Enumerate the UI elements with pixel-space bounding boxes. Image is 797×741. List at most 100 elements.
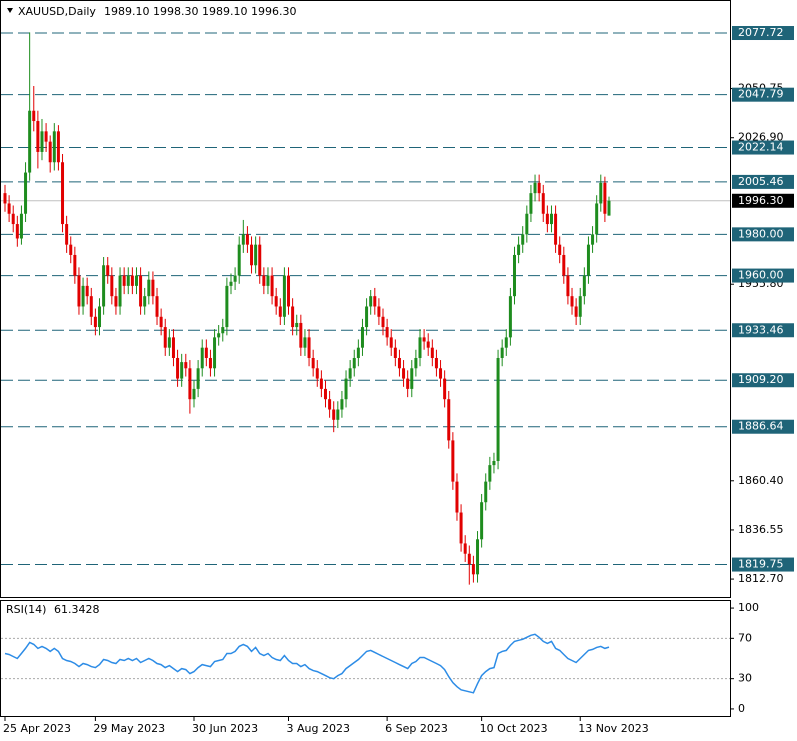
level-label: 1886.64: [738, 420, 784, 433]
candle-body: [500, 347, 504, 358]
candle-body: [262, 275, 266, 286]
candle-body: [89, 296, 93, 317]
candle-body: [208, 357, 212, 369]
candle-body: [603, 182, 607, 214]
candle-body: [299, 322, 303, 348]
candle-body: [106, 265, 110, 276]
candle-body: [607, 200, 611, 216]
menu-arrow: [7, 8, 13, 13]
candle-body: [15, 224, 19, 239]
candle-body: [258, 244, 262, 276]
candle-body: [385, 327, 389, 338]
candle-body: [484, 481, 488, 503]
candle-body: [36, 121, 40, 152]
candle-body: [61, 162, 65, 225]
candle-body: [574, 306, 578, 317]
candle-body: [397, 357, 401, 369]
candle-body: [266, 275, 270, 286]
candle-body: [250, 244, 254, 266]
x-tick-label: 29 May 2023: [93, 722, 165, 735]
candle-body: [439, 368, 443, 379]
candle-body: [65, 224, 69, 245]
candle-body: [492, 461, 496, 466]
candle-body: [81, 285, 85, 307]
candle-body: [599, 182, 603, 204]
rsi-title: RSI(14): [6, 603, 46, 616]
x-tick-label: 25 Apr 2023: [3, 722, 71, 735]
rsi-frame: [0, 600, 731, 717]
candle-body: [188, 368, 192, 400]
candle-body: [307, 337, 311, 358]
level-label: 1980.00: [738, 227, 784, 240]
level-label: 2022.14: [738, 141, 784, 154]
candle-body: [426, 341, 430, 348]
candle-body: [217, 333, 221, 338]
candle-body: [418, 337, 422, 358]
candle-body: [393, 347, 397, 358]
candle-body: [496, 357, 500, 462]
candle-body: [139, 275, 143, 307]
candle-body: [134, 275, 138, 286]
candle-body: [291, 306, 295, 328]
candle-body: [7, 203, 11, 214]
y-tick-label: 1836.55: [738, 523, 784, 536]
candle-body: [504, 337, 508, 348]
candle-body: [311, 357, 315, 369]
candle-body: [348, 368, 352, 379]
candle-body: [328, 399, 332, 410]
candle-body: [282, 275, 286, 317]
candle-body: [591, 234, 595, 245]
candle-body: [459, 512, 463, 544]
candle-body: [356, 347, 360, 358]
candle-body: [200, 347, 204, 369]
candle-body: [155, 296, 159, 317]
candle-body: [143, 296, 147, 307]
candle-body: [48, 141, 52, 163]
candle-body: [32, 110, 36, 122]
candle-body: [278, 306, 282, 317]
candle-body: [130, 275, 134, 286]
candle-body: [512, 254, 516, 297]
candle-body: [406, 378, 410, 389]
candle-body: [381, 316, 385, 328]
candle-body: [171, 337, 175, 358]
candle-body: [443, 378, 447, 400]
candle-body: [402, 368, 406, 379]
candle-body: [578, 296, 582, 317]
candle-body: [303, 337, 307, 348]
candle-body: [537, 182, 541, 194]
candle-body: [73, 254, 77, 276]
candle-body: [554, 213, 558, 245]
candle-body: [270, 275, 274, 297]
candle-body: [126, 275, 130, 286]
candle-body: [369, 296, 373, 307]
level-label-box: [732, 373, 794, 388]
rsi-y-tick-label: 70: [738, 631, 752, 644]
candle-body: [582, 275, 586, 297]
candle-body: [344, 378, 348, 400]
candle-body: [204, 347, 208, 358]
level-label-box: [732, 268, 794, 283]
candle-body: [40, 131, 44, 152]
candle-body: [3, 193, 7, 204]
candle-body: [488, 465, 492, 482]
candle-body: [85, 285, 89, 297]
candle-body: [422, 337, 426, 342]
candle-body: [463, 543, 467, 554]
candle-body: [52, 131, 56, 163]
candle-body: [586, 244, 590, 276]
candle-body: [447, 399, 451, 441]
header-ohlc: 1989.10 1998.30 1989.10 1996.30: [104, 5, 296, 18]
candle-body: [377, 306, 381, 317]
candle-body: [28, 110, 32, 173]
x-tick-label: 6 Sep 2023: [385, 722, 448, 735]
candle-body: [237, 244, 241, 276]
y-tick-label: 1812.70: [738, 572, 784, 585]
candle-body: [19, 213, 23, 239]
candle-body: [56, 131, 60, 163]
candle-body: [77, 275, 81, 307]
level-label: 1933.46: [738, 323, 784, 336]
candle-body: [549, 213, 553, 225]
level-label: 1819.75: [738, 558, 784, 571]
